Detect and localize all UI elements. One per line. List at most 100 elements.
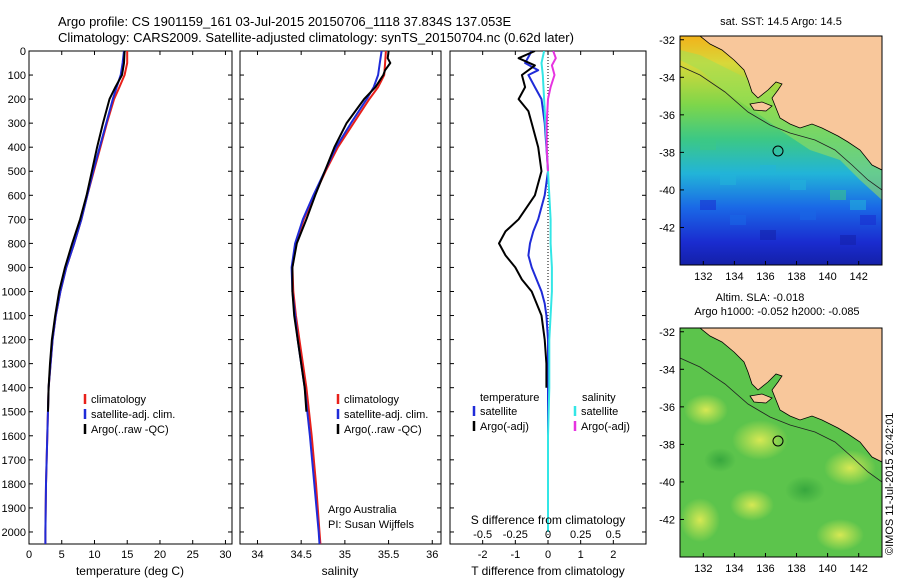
- series-line-sal_satellite: [540, 51, 553, 532]
- depth-tick-label: 700: [8, 214, 26, 226]
- sst-pixel: [760, 165, 776, 175]
- legend-label: satellite: [581, 406, 618, 418]
- lon-tick-label: 136: [756, 271, 774, 283]
- x-tick-label: 34.5: [290, 549, 311, 561]
- depth-tick-label: 1800: [2, 479, 26, 491]
- legend-label: satellite: [480, 406, 517, 418]
- kangaroo-island: [749, 393, 773, 404]
- legend-label: satellite-adj. clim.: [91, 409, 175, 421]
- sla-anomaly: [732, 420, 788, 460]
- lon-tick-label: 138: [787, 563, 805, 575]
- depth-tick-label: 0: [20, 46, 26, 58]
- lat-tick-label: -40: [659, 185, 675, 197]
- salinity-series: [290, 51, 392, 544]
- x-tick-label: 10: [88, 549, 100, 561]
- lon-tick-label: 142: [850, 271, 868, 283]
- x-tick-label: -2: [478, 549, 488, 561]
- temperature-legend: climatology satellite-adj. clim. Argo(..ra…: [83, 394, 175, 436]
- x-tick-label: 35: [339, 549, 351, 561]
- legend-label: Argo(..raw -QC): [91, 424, 169, 436]
- series-line-sal_argo: [545, 51, 557, 172]
- temperature-depth-axis: 0 100 200 300 400 500 600 700 800 900 1000 1100 1200…: [2, 46, 232, 539]
- depth-tick-label: 1500: [2, 407, 26, 419]
- difference-depth-ticks: [450, 50, 646, 533]
- lat-tick-label: -40: [659, 477, 675, 489]
- sla-map-title: Altim. SLA: -0.018: [716, 292, 805, 304]
- x-tick-label: 2: [610, 549, 616, 561]
- x-tick-label: 30: [219, 549, 231, 561]
- sst-map-title: sat. SST: 14.5 Argo: 14.5: [720, 16, 842, 28]
- legend-label: Argo(-adj): [480, 421, 529, 433]
- lat-tick-label: -42: [659, 222, 675, 234]
- legend-heading: salinity: [582, 392, 616, 404]
- salinity-depth-ticks: [240, 50, 441, 533]
- series-line-satellite: [524, 51, 549, 532]
- series-line-argo: [47, 51, 126, 412]
- depth-tick-label: 2000: [2, 527, 26, 539]
- lon-tick-label: 134: [725, 563, 743, 575]
- difference-panel: -2 -1 0 1 2 S difference from climatology -0…: [449, 50, 647, 578]
- depth-tick-label: 1600: [2, 431, 26, 443]
- depth-tick-label: 300: [8, 118, 26, 130]
- x-tick-label: 0: [26, 549, 32, 561]
- legend-label: Argo(..raw -QC): [344, 424, 422, 436]
- sst-map-axes: 132 134 136 138 140 142 -32 -34 -36 -38 -40 -42: [659, 35, 868, 283]
- temperature-xlabel: temperature (deg C): [76, 564, 184, 578]
- difference-x-axis: -2 -1 0 1 2: [478, 51, 616, 561]
- depth-tick-label: 100: [8, 70, 26, 82]
- temperature-x-axis: 0 5 10 15 20 25 30: [26, 51, 232, 561]
- sst-map: sat. SST: 14.5 Argo: 14.5 132 134 136 138 14…: [659, 16, 883, 283]
- depth-tick-label: 400: [8, 142, 26, 154]
- sst-warm-tongue: [680, 50, 882, 200]
- series-line-argo: [498, 51, 548, 388]
- figure-subtitle: Climatology: CARS2009. Satellite-adjuste…: [58, 30, 574, 45]
- x-tick-label: 36: [426, 549, 438, 561]
- sla-anomaly: [824, 450, 876, 486]
- lat-tick-label: -38: [659, 147, 675, 159]
- lat-tick-label: -34: [659, 72, 675, 84]
- lat-tick-label: -42: [659, 514, 675, 526]
- sla-map-axes: 132 134 136 138 140 142 -32 -34 -36 -38 -40 -42: [659, 327, 868, 575]
- sst-map-frame: [679, 35, 883, 266]
- lat-tick-label: -32: [659, 327, 675, 339]
- depth-tick-label: 1000: [2, 286, 26, 298]
- sst-pixel: [860, 215, 876, 225]
- depth-tick-label: 200: [8, 94, 26, 106]
- sst-pixel: [830, 190, 846, 200]
- sla-anomaly: [704, 448, 736, 472]
- legend-label: satellite-adj. clim.: [344, 409, 428, 421]
- salinity-tick-label: -0.25: [503, 529, 528, 541]
- difference-legend: temperature salinity satellite Argo(-adj) sa…: [472, 392, 630, 433]
- kangaroo-island: [749, 101, 773, 112]
- salinity-legend: climatology satellite-adj. clim. Argo(..ra…: [336, 394, 428, 436]
- salinity-x-axis: 34 34.5 35 35.5 36: [251, 51, 438, 561]
- lon-tick-label: 132: [694, 271, 712, 283]
- sla-anomaly: [816, 519, 864, 551]
- sst-pixel: [790, 180, 806, 190]
- legend-label: Argo(-adj): [581, 421, 630, 433]
- depth-tick-label: 900: [8, 262, 26, 274]
- legend-label: climatology: [344, 394, 400, 406]
- temperature-plot-area: [28, 50, 233, 545]
- x-tick-label: -1: [510, 549, 520, 561]
- lon-tick-label: 140: [818, 563, 836, 575]
- sst-pixel: [730, 215, 746, 225]
- sst-pixel: [700, 140, 716, 150]
- argo-credit-line2: PI: Susan Wijffels: [328, 519, 414, 531]
- depth-tick-label: 1900: [2, 503, 26, 515]
- figure-title: Argo profile: CS 1901159_161 03-Jul-2015…: [58, 14, 512, 29]
- temperature-series: [44, 51, 129, 544]
- lat-tick-label: -32: [659, 35, 675, 47]
- imos-watermark: ©IMOS 11-Jul-2015 20:42:01: [884, 413, 896, 555]
- x-tick-label: 25: [187, 549, 199, 561]
- sla-anomaly: [730, 489, 774, 521]
- sla-map-subtitle: Argo h1000: -0.052 h2000: -0.085: [694, 306, 859, 318]
- x-tick-label: 34: [251, 549, 263, 561]
- x-tick-label: 0: [545, 549, 551, 561]
- salinity-tick-label: 0.5: [606, 529, 621, 541]
- salinity-tick-label: 0: [545, 529, 551, 541]
- sla-anomaly: [680, 498, 720, 542]
- depth-tick-label: 500: [8, 166, 26, 178]
- salinity-panel: 34 34.5 35 35.5 36 salinity climatology satel…: [239, 50, 442, 578]
